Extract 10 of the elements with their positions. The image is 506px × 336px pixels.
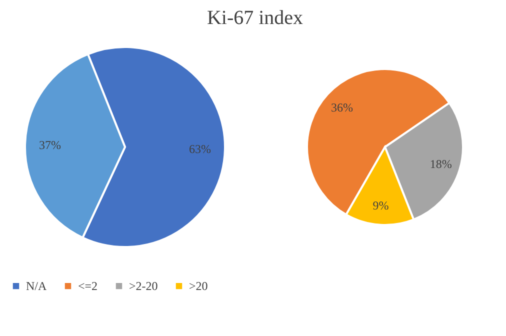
legend-label: <=2 <box>78 279 98 294</box>
data-label: 9% <box>372 198 389 212</box>
legend-label: N/A <box>26 279 47 294</box>
legend-label: >2-20 <box>129 279 158 294</box>
data-label: 36% <box>331 100 354 114</box>
data-label: 63% <box>188 142 211 156</box>
legend-label: >20 <box>189 279 208 294</box>
data-label: 37% <box>39 138 62 152</box>
chart-title: Ki-67 index <box>206 7 304 29</box>
data-label: 18% <box>430 157 452 172</box>
